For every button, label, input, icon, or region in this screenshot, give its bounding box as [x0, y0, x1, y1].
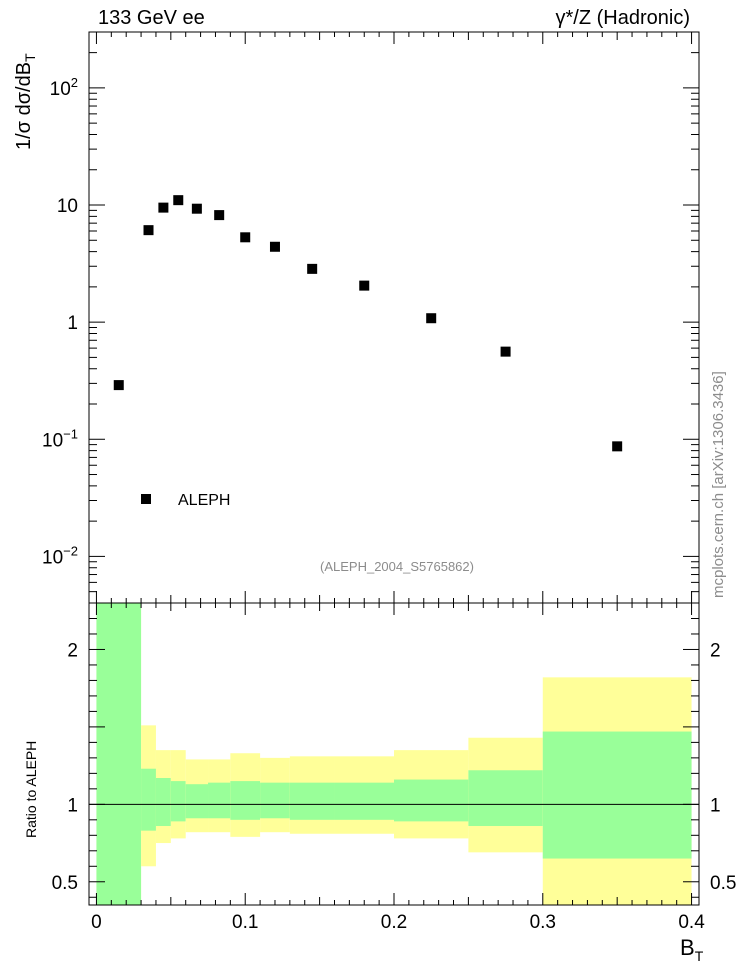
green-band-bin-1: [141, 768, 156, 831]
data-point-5: [214, 210, 225, 221]
legend-label: ALEPH: [178, 492, 230, 509]
y-tick-label-main-4: 102: [50, 75, 78, 100]
data-point-2: [158, 202, 169, 213]
data-point-8: [307, 263, 318, 274]
green-band-bin-9: [334, 782, 394, 820]
green-band-bin-0: [96, 603, 142, 905]
x-axis-label-main: B: [680, 935, 695, 960]
data-point-12: [612, 441, 623, 452]
ratio-y-axis-label: Ratio to ALEPH: [23, 741, 39, 838]
main-y-axis-label: 1/σ dσ/dBT: [13, 53, 38, 150]
title-left: 133 GeV ee: [98, 7, 205, 29]
data-points: [113, 195, 623, 452]
data-point-7: [269, 241, 280, 252]
y-tick-label-main-1: 10−1: [42, 426, 78, 451]
x-tick-label-3: 0.3: [530, 912, 556, 933]
main-plot-frame: [88, 31, 700, 604]
green-band-bin-12: [542, 731, 692, 859]
y-tick-label-ratio-left-1: 1: [67, 795, 78, 816]
x-tick-label-0: 0: [91, 912, 102, 933]
title-right: γ*/Z (Hadronic): [556, 7, 690, 29]
data-point-3: [173, 195, 184, 206]
y-tick-label-main-0: 10−2: [42, 543, 78, 568]
main-y-axis-label-main: 1/σ dσ/dB: [13, 62, 35, 150]
data-point-0: [113, 380, 124, 391]
x-axis-label-sub: T: [695, 948, 704, 964]
green-band-bin-6: [230, 781, 261, 820]
data-point-9: [359, 280, 370, 291]
green-band-bin-11: [468, 770, 543, 827]
green-band-bin-7: [260, 782, 290, 819]
y-tick-label-exp: 2: [71, 75, 78, 90]
green-band-bin-10: [394, 779, 469, 822]
ratio-bands: [96, 603, 692, 905]
y-tick-label-main-2: 1: [67, 313, 78, 334]
green-band-bin-5: [208, 782, 231, 819]
green-band-bin-4: [185, 784, 209, 819]
watermark: mcplots.cern.ch [arXiv:1306.3436]: [710, 371, 727, 598]
y-tick-label-base: 10: [42, 547, 63, 568]
x-axis-label: BT: [680, 935, 704, 964]
legend-marker: [141, 494, 151, 504]
y-tick-label-main-3: 10: [57, 196, 78, 217]
y-tick-label-exp: −2: [63, 543, 78, 558]
y-tick-label-ratio-left-2: 2: [67, 640, 78, 661]
y-tick-label-base: 10: [42, 430, 63, 451]
data-point-1: [143, 225, 154, 236]
data-point-11: [500, 346, 511, 357]
y-tick-label-ratio-right-2: 2: [710, 640, 721, 661]
data-point-4: [191, 203, 202, 214]
analysis-id: (ALEPH_2004_S5765862): [320, 559, 474, 574]
y-tick-label-ratio-left-0: 0.5: [52, 873, 78, 894]
green-band-bin-2: [155, 778, 171, 827]
x-tick-label-2: 0.2: [381, 912, 407, 933]
y-tick-label-ratio-right-1: 1: [710, 795, 721, 816]
x-tick-label-1: 0.1: [232, 912, 258, 933]
main-y-axis-label-sub: T: [22, 53, 38, 62]
data-point-10: [426, 313, 437, 324]
axis-ticks: [89, 31, 699, 905]
x-tick-label-4: 0.4: [678, 912, 705, 933]
green-band-bin-8: [289, 782, 335, 820]
y-tick-label-base: 10: [50, 79, 71, 100]
data-point-6: [240, 232, 251, 243]
y-tick-label-ratio-right-0: 0.5: [710, 873, 736, 894]
green-band-bin-3: [170, 781, 186, 822]
y-tick-label-exp: −1: [63, 426, 78, 441]
